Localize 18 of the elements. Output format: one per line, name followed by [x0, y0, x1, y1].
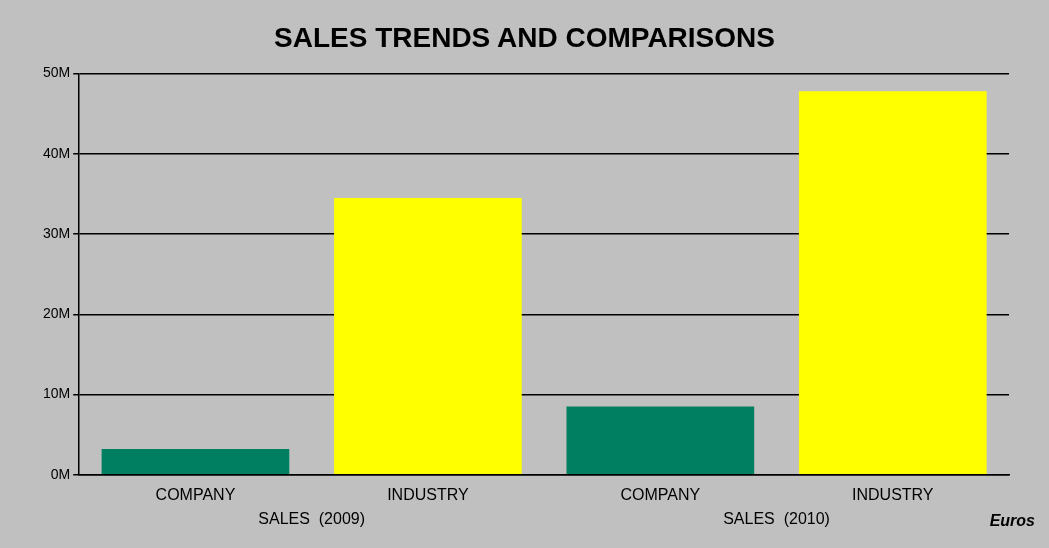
chart-title: SALES TRENDS AND COMPARISONS: [274, 21, 775, 53]
y-tick-label: 0M: [50, 465, 71, 482]
x-tick-label: INDUSTRY: [387, 485, 469, 503]
y-tick-label: 20M: [43, 305, 71, 322]
bar: [334, 197, 522, 475]
text: SALES (2009): [258, 510, 366, 528]
x-tick-label: INDUSTRY: [852, 485, 934, 503]
text: Euros: [989, 512, 1036, 530]
x-tick-label: COMPANY: [620, 485, 701, 503]
y-tick-label: 50M: [43, 64, 71, 81]
y-tick-label: 40M: [43, 144, 71, 161]
y-tick-label: 30M: [43, 224, 71, 241]
bar: [566, 406, 755, 475]
bar: [101, 449, 290, 475]
y-tick-label: 10M: [43, 385, 71, 402]
text: SALES (2010): [723, 510, 830, 528]
bar: [798, 91, 987, 475]
x-tick-label: COMPANY: [155, 485, 236, 503]
